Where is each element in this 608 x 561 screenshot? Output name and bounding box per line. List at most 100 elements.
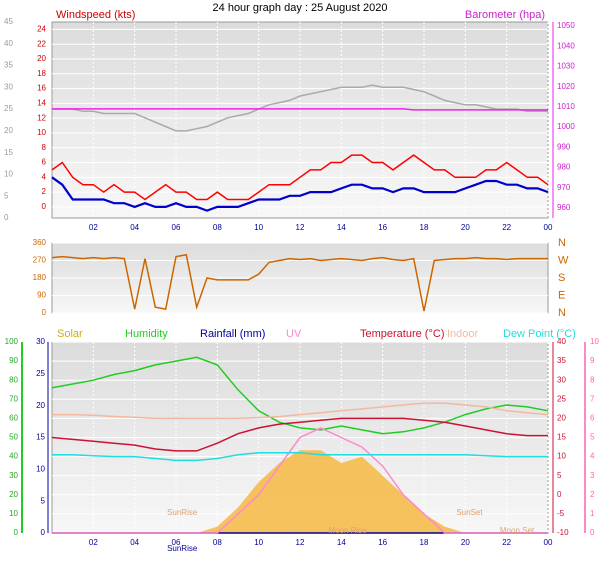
y-tick-label: 3 [590,471,595,480]
x-tick-label: 02 [89,538,98,547]
x-tick-label: 08 [213,223,222,232]
y-tick-label: 25 [36,369,45,378]
y-tick-label: 0 [41,528,46,537]
y-tick-label: 22 [37,39,46,48]
x-tick-label: 04 [130,223,139,232]
y-tick-label: 30 [9,471,18,480]
y-tick-label: 10 [4,170,13,179]
y-tick-label: 40 [4,39,13,48]
y-tick-label: 40 [9,452,18,461]
y-tick-label: 20 [37,54,46,63]
x-tick-label: 02 [89,223,98,232]
x-tick-label: 16 [378,223,387,232]
y-tick-label: 10 [36,464,45,473]
y-tick-label: 180 [33,273,47,282]
y-tick-label: 50 [9,433,18,442]
x-tick-label: 16 [378,538,387,547]
line [52,452,548,462]
y-tick-label: 0 [42,202,47,211]
y-tick-label: 14 [37,98,46,107]
x-tick-label: 08 [213,538,222,547]
x-tick-label: 06 [172,223,181,232]
y-tick-label: 1 [590,509,595,518]
y-tick-label: 4 [590,452,595,461]
y-tick-label: 20 [36,401,45,410]
y-tick-label: 1010 [557,102,575,111]
y-tick-label: 10 [590,337,599,346]
y-tick-label: 30 [36,337,45,346]
y-tick-label: 4 [42,172,47,181]
annotation: SunSet [456,508,483,517]
y-tick-label: 0 [14,528,19,537]
x-tick-label: 20 [461,223,470,232]
y-tick-label: W [558,254,569,266]
y-tick-label: 60 [9,414,18,423]
y-tick-label: 5 [41,496,46,505]
x-tick-label: 18 [420,538,429,547]
y-tick-label: 15 [4,148,13,157]
annotation: SunRise [167,508,198,517]
y-tick-label: 0 [4,213,9,222]
y-tick-label: 5 [557,471,562,480]
x-tick-label: 10 [254,538,263,547]
x-tick-label: 20 [461,538,470,547]
y-tick-label: 960 [557,203,571,212]
y-tick-label: 40 [557,337,566,346]
y-tick-label: 25 [557,394,566,403]
y-tick-label: 20 [9,490,18,499]
y-tick-label: 15 [36,433,45,442]
line [51,253,548,312]
y-tick-label: E [558,289,565,301]
y-tick-label: 30 [557,375,566,384]
y-tick-label: 1000 [557,122,575,131]
annotation: Moon Set [500,526,535,535]
y-tick-label: 980 [557,163,571,172]
y-tick-label: 7 [590,394,595,403]
legend-label: Temperature (°C) [360,328,444,340]
x-tick-label: 12 [296,538,305,547]
y-tick-label: 12 [37,113,46,122]
line [51,417,548,452]
y-tick-label: 5 [4,191,9,200]
legend-label: Humidity [125,328,168,340]
y-tick-label: 35 [557,356,566,365]
legend-label: Solar [57,328,83,340]
y-tick-label: 18 [37,69,46,78]
y-tick-label: 1020 [557,82,575,91]
axis-title: Barometer (hpa) [465,9,545,21]
annotation: Moon Rise [328,526,367,535]
y-tick-label: 0 [42,308,47,317]
y-tick-label: 1050 [557,21,575,30]
y-tick-label: 90 [37,291,46,300]
legend-label: Dew Point (°C) [503,328,576,340]
x-tick-label: 14 [337,223,346,232]
y-tick-label: 80 [9,375,18,384]
y-tick-label: 970 [557,183,571,192]
y-tick-label: 20 [4,126,13,135]
y-tick-label: 30 [4,82,13,91]
legend-label: UV [286,328,302,340]
legend-label: Rainfall (mm) [200,328,265,340]
y-tick-label: 5 [590,433,595,442]
x-tick-label: 22 [502,223,511,232]
y-tick-label: 24 [37,25,46,34]
y-tick-label: -10 [557,528,569,537]
y-tick-label: 70 [9,394,18,403]
y-tick-label: 1030 [557,62,575,71]
y-tick-label: 2 [590,490,595,499]
x-tick-label: 00 [544,223,553,232]
line [51,176,549,212]
x-tick-label: 04 [130,538,139,547]
x-tick-label: 12 [296,223,305,232]
x-tick-label: 00 [544,538,553,547]
y-tick-label: 1040 [557,41,575,50]
y-tick-label: 10 [9,509,18,518]
y-tick-label: S [558,272,565,284]
chart-title: 24 hour graph day : 25 August 2020 [213,2,388,14]
y-tick-label: 25 [4,104,13,113]
x-tick-label: 22 [502,538,511,547]
line [52,84,548,132]
x-tick-label: 18 [420,223,429,232]
line [51,356,549,435]
